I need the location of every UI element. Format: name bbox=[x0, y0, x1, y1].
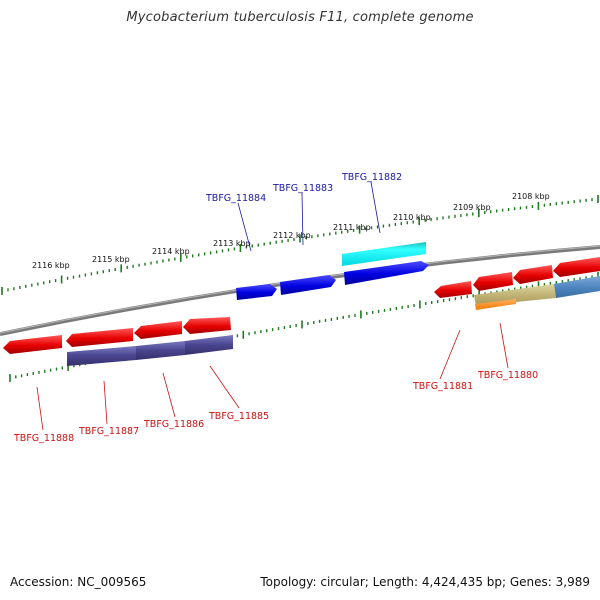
gene-label-TBFG-11885[interactable]: TBFG_11885 bbox=[208, 411, 269, 422]
tick-label: 2108 kbp bbox=[512, 192, 550, 201]
gene-label-TBFG-11886[interactable]: TBFG_11886 bbox=[143, 419, 204, 430]
tick-label: 2111 kbp bbox=[333, 223, 371, 232]
accession-text: Accession: NC_009565 bbox=[10, 575, 147, 589]
gene-TBFG-11885[interactable] bbox=[183, 317, 231, 334]
tick-label: 2113 kbp bbox=[213, 239, 251, 248]
gene-orange-segment[interactable] bbox=[475, 299, 516, 310]
gene-label-TBFG-11881[interactable]: TBFG_11881 bbox=[412, 381, 473, 392]
gene-label-TBFG-11887[interactable]: TBFG_11887 bbox=[78, 426, 139, 437]
gene-purple-2[interactable] bbox=[136, 341, 185, 360]
tick-label: 2116 kbp bbox=[32, 261, 70, 270]
gene-purple-1[interactable] bbox=[67, 346, 136, 366]
gene-label-TBFG-11880[interactable]: TBFG_11880 bbox=[477, 370, 538, 381]
forward-gene-labels: TBFG_11884 TBFG_11883 TBFG_11882 bbox=[205, 172, 402, 204]
gene-TBFG-11881b[interactable] bbox=[473, 272, 513, 291]
tick-label: 2109 kbp bbox=[453, 203, 491, 212]
gene-TBFG-11880[interactable] bbox=[474, 284, 556, 306]
gene-label-TBFG-11882[interactable]: TBFG_11882 bbox=[341, 172, 402, 183]
gene-TBFG-11882[interactable] bbox=[344, 261, 429, 285]
forward-strand-genes bbox=[236, 242, 429, 300]
tick-labels: 2116 kbp 2115 kbp 2114 kbp 2113 kbp 2112… bbox=[32, 192, 550, 270]
gene-purple-3[interactable] bbox=[185, 335, 233, 355]
tick-label: 2114 kbp bbox=[152, 247, 190, 256]
reverse-leader-lines bbox=[36, 322, 509, 431]
gene-red-right-3[interactable] bbox=[513, 265, 553, 284]
forward-leader-lines bbox=[237, 181, 381, 252]
gene-label-TBFG-11884[interactable]: TBFG_11884 bbox=[205, 193, 266, 204]
gene-TBFG-11882-top[interactable] bbox=[342, 242, 426, 266]
gene-TBFG-11883[interactable] bbox=[280, 275, 336, 295]
gene-TBFG-11887[interactable] bbox=[66, 328, 133, 347]
gene-steel-segment[interactable] bbox=[554, 276, 600, 298]
tick-label: 2112 kbp bbox=[273, 231, 311, 240]
gene-label-TBFG-11888[interactable]: TBFG_11888 bbox=[13, 433, 74, 444]
tick-label: 2115 kbp bbox=[92, 255, 130, 264]
reverse-gene-labels: TBFG_11888 TBFG_11887 TBFG_11886 TBFG_11… bbox=[13, 370, 538, 444]
upper-tick-row bbox=[1, 195, 599, 295]
reverse-strand-genes-right bbox=[434, 257, 600, 310]
map-title: Mycobacterium tuberculosis F11, complete… bbox=[126, 10, 474, 25]
gene-TBFG-11881[interactable] bbox=[434, 281, 472, 298]
gene-TBFG-11884[interactable] bbox=[236, 284, 277, 300]
gene-red-right-4[interactable] bbox=[553, 257, 600, 277]
genome-summary-text: Topology: circular; Length: 4,424,435 bp… bbox=[260, 575, 590, 589]
tick-label: 2110 kbp bbox=[393, 213, 431, 222]
gene-label-TBFG-11883[interactable]: TBFG_11883 bbox=[272, 183, 333, 194]
gene-TBFG-11886[interactable] bbox=[134, 321, 182, 339]
gene-TBFG-11888[interactable] bbox=[3, 335, 62, 354]
reverse-strand-genes-left bbox=[3, 317, 233, 366]
